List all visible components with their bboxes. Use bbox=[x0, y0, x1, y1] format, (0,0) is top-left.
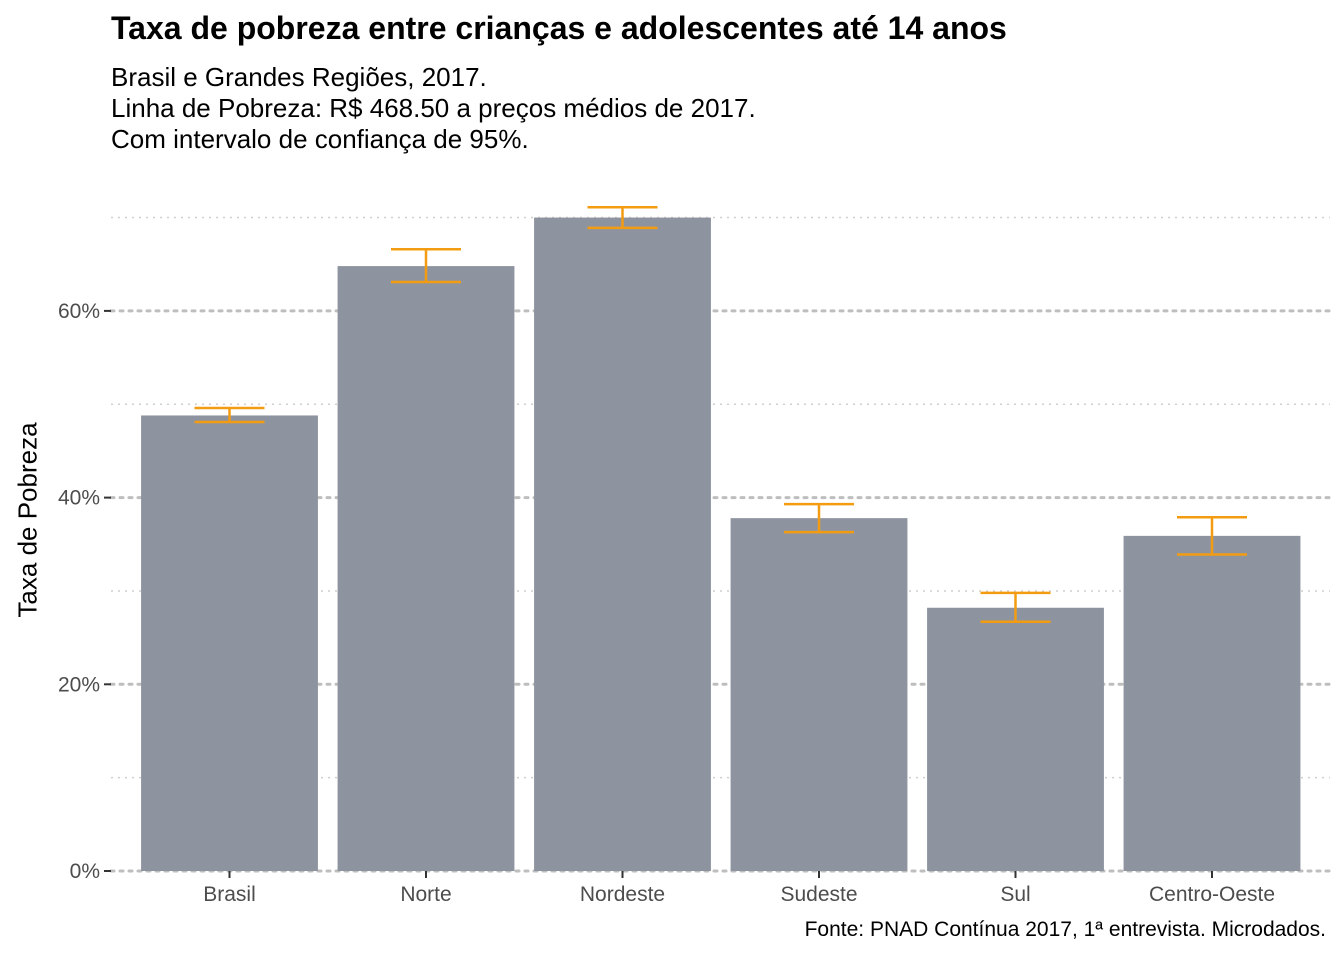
errorbar-nordeste bbox=[587, 206, 658, 230]
x-tick-label: Centro-Oeste bbox=[1149, 883, 1275, 906]
y-tick-label: 20% bbox=[58, 673, 100, 696]
bar-brasil bbox=[141, 415, 318, 871]
y-tick-label: 40% bbox=[58, 487, 100, 510]
errorbar-norte bbox=[391, 248, 461, 284]
bar-centro-oeste bbox=[1123, 535, 1301, 871]
y-tick-label: 60% bbox=[58, 300, 100, 323]
x-tick-label: Brasil bbox=[203, 883, 256, 906]
chart-subtitle-line-3: Com intervalo de confiança de 95%. bbox=[111, 124, 529, 154]
x-tick-label: Norte bbox=[400, 883, 451, 906]
chart-title: Taxa de pobreza entre crianças e adolesc… bbox=[111, 10, 1007, 46]
bar-norte bbox=[337, 266, 515, 871]
bars bbox=[141, 217, 1301, 872]
bar-sudeste bbox=[730, 518, 908, 871]
errorbar-centro-oeste bbox=[1177, 515, 1247, 556]
x-tick-label: Sul bbox=[1000, 883, 1030, 906]
x-tick-label: Sudeste bbox=[780, 883, 857, 906]
error-bars bbox=[194, 206, 1247, 624]
errorbar-brasil bbox=[194, 406, 265, 424]
errorbar-sul bbox=[980, 591, 1051, 624]
chart-caption: Fonte: PNAD Contínua 2017, 1ª entrevista… bbox=[804, 918, 1326, 941]
x-tick-label: Nordeste bbox=[580, 883, 665, 906]
errorbar-sudeste bbox=[784, 502, 854, 534]
bar-nordeste bbox=[534, 217, 711, 872]
bar-sul bbox=[927, 607, 1104, 871]
axes: 0% 20% 40% 60% Brasil Norte Nordeste Sudeste Sul… bbox=[58, 300, 1275, 906]
chart-subtitle-line-2: Linha de Pobreza: R$ 468.50 a preços méd… bbox=[111, 93, 756, 123]
chart-subtitle-line-1: Brasil e Grandes Regiões, 2017. bbox=[111, 62, 487, 92]
y-tick-label: 0% bbox=[70, 860, 100, 883]
